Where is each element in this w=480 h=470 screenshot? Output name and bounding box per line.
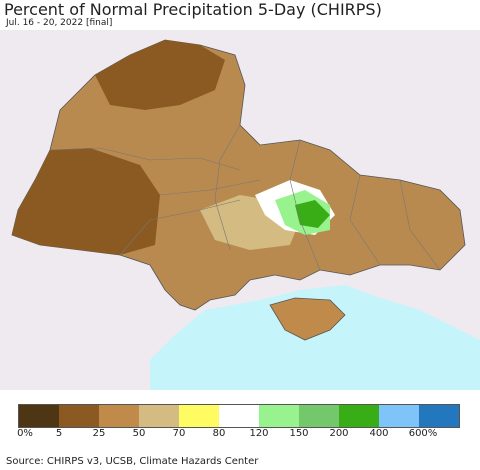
legend-swatch [59, 405, 99, 427]
legend-tick-label: 5 [55, 428, 63, 439]
legend-tick-label: 150 [289, 428, 309, 439]
legend-tick-label: 200 [329, 428, 349, 439]
admin-borders [49, 124, 441, 271]
legend-swatch [179, 405, 219, 427]
legend-swatch [139, 405, 179, 427]
legend-swatch [259, 405, 299, 427]
crimea [269, 297, 346, 341]
legend-tick-label: 50 [132, 428, 146, 439]
legend-tick-label: 80 [212, 428, 226, 439]
data-source: Source: CHIRPS v3, UCSB, Climate Hazards… [6, 456, 259, 467]
legend-tick-label: 25 [92, 428, 106, 439]
legend-swatch [99, 405, 139, 427]
legend-tick-label: 0% [17, 428, 33, 439]
legend-swatch [219, 405, 259, 427]
map-title: Percent of Normal Precipitation 5-Day (C… [4, 0, 382, 19]
north-dry-region [95, 40, 225, 110]
legend-swatch [419, 405, 459, 427]
color-legend [18, 404, 460, 428]
legend-swatch [299, 405, 339, 427]
legend-tick-label: 70 [172, 428, 186, 439]
legend-swatch [339, 405, 379, 427]
legend-swatch [379, 405, 419, 427]
legend-tick-label: 400 [369, 428, 389, 439]
west-dry-region [12, 148, 160, 255]
precipitation-map [0, 30, 480, 390]
country-region [11, 39, 466, 341]
legend-tick-label: 120 [249, 428, 269, 439]
legend-tick-label: 600% [408, 428, 438, 439]
black-sea [150, 285, 480, 390]
legend-swatch [19, 405, 59, 427]
east-very-wet-region [295, 200, 330, 228]
map-subtitle: Jul. 16 - 20, 2022 [final] [6, 18, 113, 28]
